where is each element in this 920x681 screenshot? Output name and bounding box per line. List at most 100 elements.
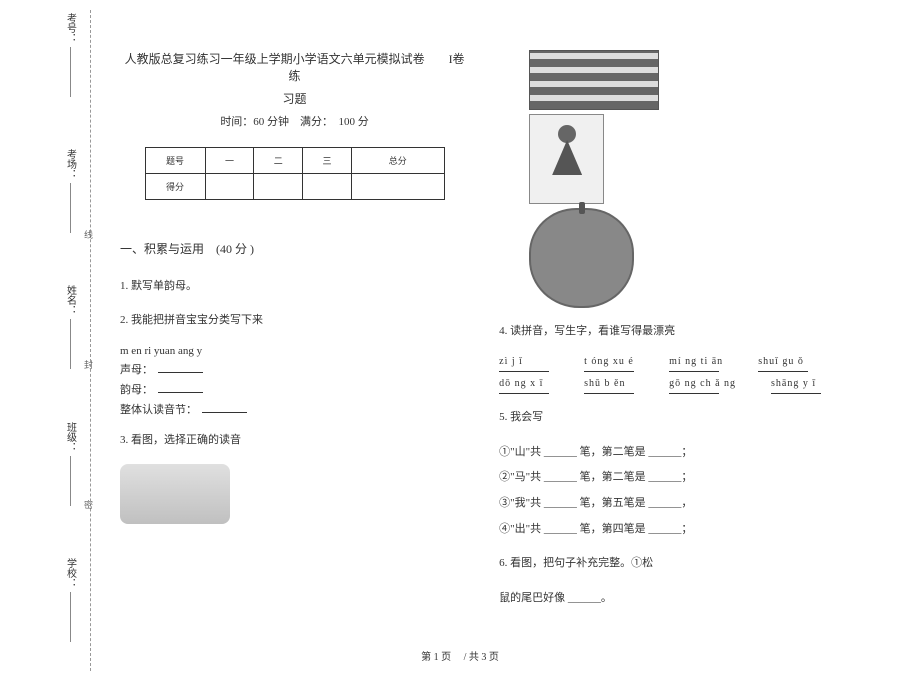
apple-stem-shape (579, 202, 585, 214)
q1-text: 默写单韵母。 (131, 280, 197, 292)
question-4: 4. 读拼音，写生字，看谁写得最漂亮 (499, 322, 885, 342)
blank-line (669, 370, 719, 372)
binding-line (70, 456, 71, 506)
table-row: 题号 一 二 三 总分 (145, 148, 444, 174)
score-cell (303, 174, 352, 200)
blank-line (202, 401, 247, 413)
binding-label-xue-xiao: 学校： (63, 558, 78, 588)
pinyin-cell: zì j ǐ (499, 356, 549, 372)
pinyin-text: shū b ěn (584, 378, 634, 389)
question-1: 1. 默写单韵母。 (120, 277, 469, 297)
q4-number: 4. (499, 325, 507, 337)
pinyin-cell: shū b ěn (584, 378, 634, 394)
binding-line (70, 47, 71, 97)
pinyin-text: zì j ǐ (499, 356, 549, 367)
binding-edge: 考号： 考场： 姓名： 班级： 学校： (45, 0, 95, 681)
apple-image (529, 208, 634, 308)
binding-segment: 班级： (63, 422, 78, 532)
q6-text-1: 看图，把句子补充完整。①松 (510, 557, 653, 569)
binding-label-xing-ming: 姓名： (63, 285, 78, 315)
section-1-title: 一、积累与运用 (40 分 ) (120, 240, 469, 257)
binding-line (70, 592, 71, 642)
column-right: 4. 读拼音，写生字，看谁写得最漂亮 zì j ǐ t óng xu é mí … (484, 50, 900, 661)
binding-segment: 考场： (63, 149, 78, 259)
q2-shengmu-line: 声母： (120, 361, 469, 377)
q2-pinyin-source: m en ri yuan ang y (120, 345, 469, 357)
blank-line (584, 370, 634, 372)
girl-image (529, 114, 604, 204)
pinyin-cell: dō ng x ī (499, 378, 549, 394)
exam-title-line1: 人教版总复习练习一年级上学期小学语文六单元模拟试卷 I卷练 (120, 50, 469, 84)
blank-line (669, 392, 719, 394)
binding-label-kao-hao: 考号： (63, 13, 78, 43)
seal-marker-xian: 线 (82, 230, 95, 239)
score-cell (351, 174, 444, 200)
binding-segment: 考号： (63, 13, 78, 123)
q4-pinyin-row-2: dō ng x ī shū b ěn gō ng ch ǎ ng shāng y… (499, 378, 885, 394)
q2-text: 我能把拼音宝宝分类写下来 (131, 314, 263, 326)
q5-number: 5. (499, 411, 507, 423)
exam-time-info: 时间：60 分钟 满分： 100 分 (120, 113, 469, 129)
q4-text: 读拼音，写生字，看谁写得最漂亮 (510, 325, 675, 337)
score-cell (254, 174, 303, 200)
pinyin-text: mí ng ti ān (669, 356, 723, 367)
q5-line-3: ③"我"共 ______ 笔，第五笔是 ______， (499, 493, 885, 514)
score-table: 题号 一 二 三 总分 得分 (145, 147, 445, 200)
q3-text: 看图，选择正确的读音 (131, 434, 241, 446)
pinyin-cell: shuǐ gu ǒ (758, 356, 808, 372)
score-row-label: 得分 (145, 174, 205, 200)
blank-line (499, 370, 549, 372)
q1-number: 1. (120, 280, 128, 292)
binding-label-kao-chang: 考场： (63, 149, 78, 179)
cloud-image (120, 464, 230, 524)
score-header-1: 一 (205, 148, 254, 174)
blank-line (584, 392, 634, 394)
q4-pinyin-row-1: zì j ǐ t óng xu é mí ng ti ān shuǐ gu ǒ (499, 356, 885, 372)
question-3: 3. 看图，选择正确的读音 (120, 431, 469, 451)
pinyin-text: dō ng x ī (499, 378, 549, 389)
pinyin-cell: mí ng ti ān (669, 356, 723, 372)
pinyin-cell: t óng xu é (584, 356, 634, 372)
seal-dashed-line (90, 10, 91, 671)
q6-number: 6. (499, 557, 507, 569)
binding-line (70, 319, 71, 369)
q2-shengmu-label: 声母： (120, 364, 153, 376)
page-footer: 第 1 页 / 共 3 页 (0, 648, 920, 663)
column-left: 人教版总复习练习一年级上学期小学语文六单元模拟试卷 I卷练 习题 时间：60 分… (105, 50, 484, 661)
pinyin-text: gō ng ch ǎ ng (669, 378, 736, 389)
pinyin-text: shuǐ gu ǒ (758, 356, 808, 367)
binding-segment: 姓名： (63, 285, 78, 395)
pinyin-text: shāng y ī (771, 378, 821, 389)
score-header-total: 总分 (351, 148, 444, 174)
blank-line (758, 370, 808, 372)
pinyin-cell: gō ng ch ǎ ng (669, 378, 736, 394)
table-row: 得分 (145, 174, 444, 200)
q2-zhengti-line: 整体认读音节： (120, 401, 469, 417)
page-content: 人教版总复习练习一年级上学期小学语文六单元模拟试卷 I卷练 习题 时间：60 分… (105, 50, 900, 661)
q5-line-4: ④"出"共 ______ 笔，第四笔是 ______； (499, 519, 885, 540)
q6-text-2: 鼠的尾巴好像 ______。 (499, 588, 885, 609)
binding-line (70, 183, 71, 233)
score-cell (205, 174, 254, 200)
q3-number: 3. (120, 434, 128, 446)
seal-marker-mi: 密 (82, 500, 95, 509)
girl-body-shape (552, 140, 582, 175)
seal-marker-feng: 封 (82, 360, 95, 369)
blank-line (158, 361, 203, 373)
score-header-3: 三 (303, 148, 352, 174)
q5-line-1: ①"山"共 ______ 笔，第二笔是 ______； (499, 442, 885, 463)
question-6: 6. 看图，把句子补充完整。①松 (499, 554, 885, 574)
question-5: 5. 我会写 (499, 408, 885, 428)
question-2: 2. 我能把拼音宝宝分类写下来 (120, 311, 469, 331)
stripe-image (529, 50, 659, 110)
pinyin-cell: shāng y ī (771, 378, 821, 394)
blank-line (158, 381, 203, 393)
blank-line (771, 392, 821, 394)
q2-number: 2. (120, 314, 128, 326)
q5-text: 我会写 (510, 411, 543, 423)
q2-zhengti-label: 整体认读音节： (120, 404, 197, 416)
q5-line-2: ②"马"共 ______ 笔，第二笔是 ______； (499, 467, 885, 488)
blank-line (499, 392, 549, 394)
binding-label-ban-ji: 班级： (63, 422, 78, 452)
q2-yunmu-line: 韵母： (120, 381, 469, 397)
